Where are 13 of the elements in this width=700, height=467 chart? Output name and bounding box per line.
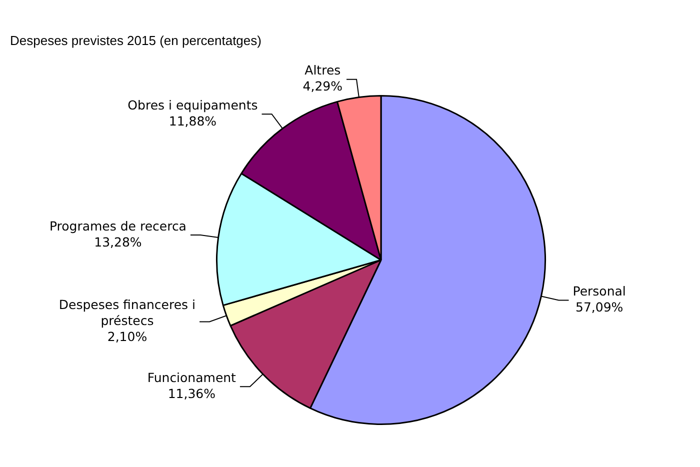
data-label: 11,88%: [168, 113, 217, 128]
slice-label: Altres: [304, 62, 341, 78]
slice-label: Funcionament: [147, 370, 236, 385]
slice-label: Obres i equipaments: [128, 97, 258, 112]
data-label: 13,28%: [94, 234, 142, 250]
chart-title: Despeses previstes 2015 (en percentatges): [10, 33, 262, 48]
slice-label: Despeses financeres i préstecs: [58, 296, 196, 328]
data-label: 2,10%: [107, 328, 148, 344]
data-label: 57,09%: [575, 300, 624, 315]
data-label: 4,29%: [302, 78, 343, 94]
data-label: 11,36%: [168, 386, 216, 401]
slice-label: Personal: [572, 284, 626, 299]
slice-label: Programes de recerca: [49, 218, 186, 234]
